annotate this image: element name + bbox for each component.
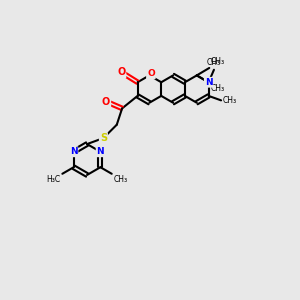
Text: O: O (102, 97, 110, 106)
Text: CH₃: CH₃ (113, 175, 127, 184)
Text: CH₃: CH₃ (211, 84, 225, 93)
Text: CH₃: CH₃ (207, 58, 221, 67)
Text: O: O (147, 69, 155, 78)
Text: O: O (117, 68, 125, 77)
Text: N: N (70, 147, 77, 156)
Text: S: S (100, 133, 107, 143)
Text: N: N (205, 78, 212, 87)
Text: CH₃: CH₃ (211, 58, 225, 67)
Text: N: N (97, 147, 104, 156)
Text: CH₃: CH₃ (223, 96, 237, 105)
Text: H₃C: H₃C (47, 175, 61, 184)
